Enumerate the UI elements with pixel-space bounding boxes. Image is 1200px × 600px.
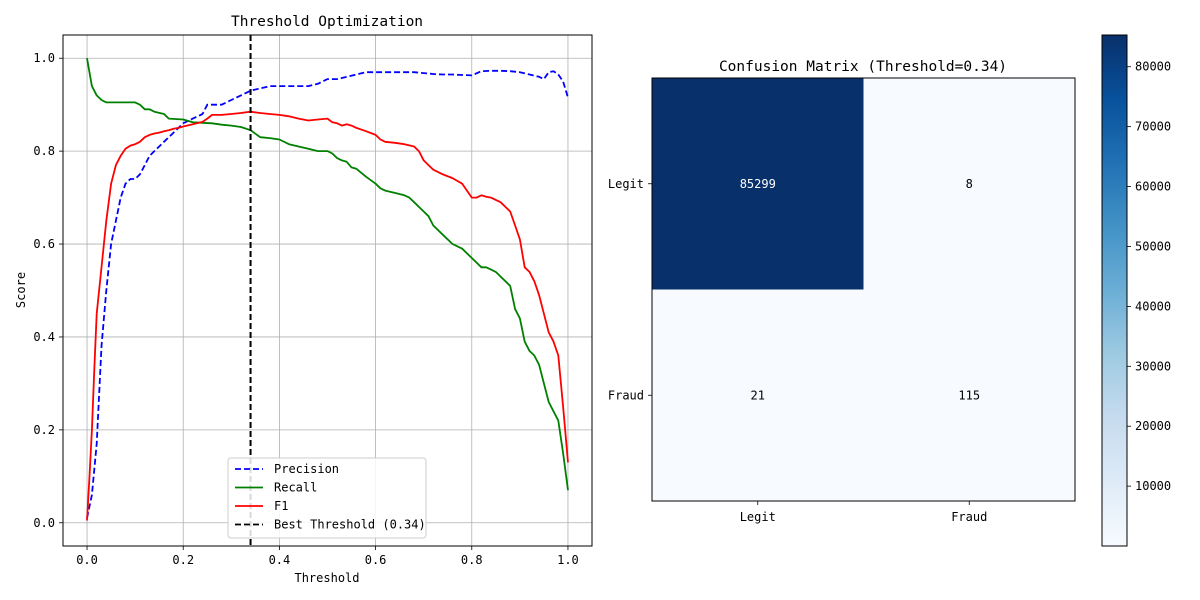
y-tick-label: 0.8	[33, 144, 55, 158]
y-tick-label: 0.2	[33, 423, 55, 437]
series-precision-line	[86, 69, 569, 519]
line-chart-x-ticks: 0.0 0.2 0.4 0.6 0.8 1.0	[76, 546, 579, 567]
x-tick-label: 0.8	[461, 553, 483, 567]
line-chart-title: Threshold Optimization	[231, 14, 423, 30]
heatmap-frame	[651, 77, 1076, 502]
y-tick-label: 0.0	[33, 516, 55, 530]
confusion-matrix: Confusion Matrix (Threshold=0.34) 85299 8…	[608, 34, 1171, 547]
heatmap-cell-value: 85299	[740, 177, 776, 191]
heatmap-col-label: Legit	[740, 510, 776, 524]
colorbar-tick-label: 30000	[1135, 359, 1171, 373]
colorbar-tick-label: 50000	[1135, 239, 1171, 253]
legend-label: F1	[274, 499, 288, 513]
colorbar-tick-label: 20000	[1135, 419, 1171, 433]
heatmap-cell-value: 21	[751, 388, 765, 402]
heatmap-cell	[863, 78, 1075, 290]
heatmap-title: Confusion Matrix (Threshold=0.34)	[719, 59, 1007, 75]
colorbar-tick-label: 80000	[1135, 60, 1171, 74]
y-tick-label: 0.4	[33, 330, 55, 344]
x-tick-label: 1.0	[557, 553, 579, 567]
heatmap-cell-value: 115	[958, 388, 980, 402]
line-chart-frame	[62, 34, 593, 547]
threshold-chart: Threshold Optimization 0.0 0.2 0.4 0.6 0.8 1.…	[14, 14, 593, 585]
line-chart-legend: Precision Recall F1 Best Threshold (0.34)	[227, 457, 427, 539]
colorbar-tick-label: 60000	[1135, 180, 1171, 194]
heatmap-row-label: Legit	[608, 177, 644, 191]
line-chart-y-ticks: 0.0 0.2 0.4 0.6 0.8 1.0	[33, 51, 63, 530]
x-tick-label: 0.6	[365, 553, 387, 567]
series-recall-line	[86, 58, 569, 491]
y-tick-label: 0.6	[33, 237, 55, 251]
legend-label: Best Threshold (0.34)	[274, 518, 426, 532]
heatmap-axis-labels: Legit Fraud Legit Fraud	[608, 177, 987, 524]
heatmap-cells: 85299 8 21 115	[652, 78, 1075, 501]
colorbar-tick-label: 40000	[1135, 299, 1171, 313]
series-f1-line	[86, 110, 569, 521]
x-tick-label: 0.0	[76, 553, 98, 567]
legend-label: Recall	[274, 481, 317, 495]
legend-label: Precision	[274, 462, 339, 476]
colorbar-tick-label: 10000	[1135, 479, 1171, 493]
heatmap-cell-value: 8	[966, 177, 973, 191]
line-chart-y-axis-label: Score	[14, 272, 28, 308]
colorbar	[1101, 34, 1128, 547]
heatmap-cell	[652, 78, 864, 290]
line-chart-x-axis-label: Threshold	[294, 571, 359, 585]
heatmap-row-label: Fraud	[608, 388, 644, 402]
x-tick-label: 0.2	[172, 553, 194, 567]
heatmap-col-label: Fraud	[951, 510, 987, 524]
line-chart-series	[86, 35, 569, 546]
colorbar-tick-label: 70000	[1135, 120, 1171, 134]
legend-box	[227, 457, 427, 539]
heatmap-cell	[863, 289, 1075, 501]
x-tick-label: 0.4	[269, 553, 291, 567]
y-tick-label: 1.0	[33, 51, 55, 65]
heatmap-cell	[652, 289, 864, 501]
colorbar-ticks: 10000 20000 30000 40000 50000 60000 70000 80000	[1127, 60, 1171, 493]
